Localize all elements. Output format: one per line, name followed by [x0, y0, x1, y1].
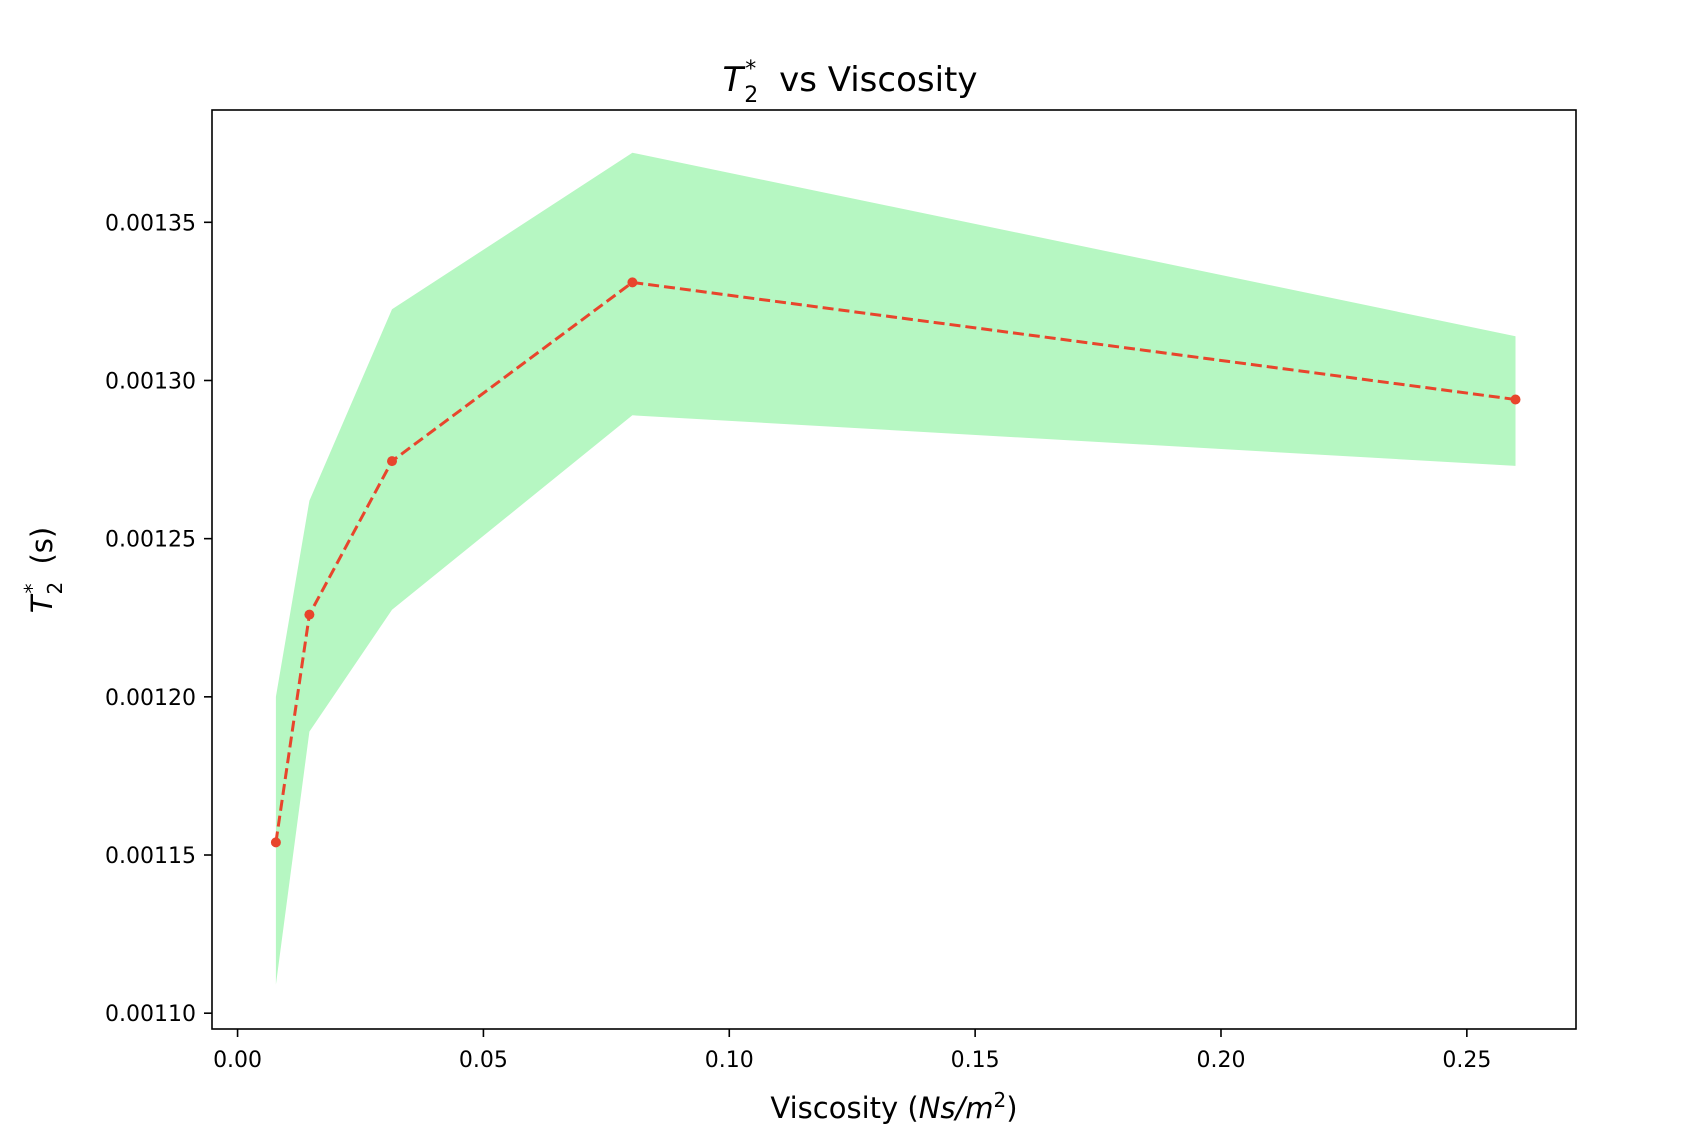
chart-title: T* 2 vs Viscosity	[722, 57, 977, 108]
x-axis-title-exponent: 2	[994, 1088, 1007, 1112]
x-axis: 0.00 0.05 0.10 0.15 0.20 0.25	[213, 1029, 1491, 1073]
y-axis: 0.00110 0.00115 0.00120 0.00125 0.00130 0.001…	[105, 211, 212, 1027]
y-tick-label: 0.00115	[105, 844, 196, 869]
y-tick-label: 0.00135	[105, 211, 196, 236]
x-axis-title-unit: Ns/m	[919, 1091, 994, 1125]
y-tick-label: 0.00125	[105, 528, 196, 553]
title-variable: T	[722, 60, 745, 100]
data-point	[304, 609, 315, 620]
title-subscript: 2	[744, 83, 758, 108]
plot-area	[270, 152, 1521, 985]
y-axis-title-subscript: 2	[43, 582, 67, 595]
title-text: vs Viscosity	[768, 60, 977, 100]
title-superscript: *	[745, 57, 756, 82]
data-point	[1510, 394, 1521, 405]
x-axis-title-text: Viscosity (	[770, 1091, 918, 1125]
x-axis-title: Viscosity (Ns/m2)	[770, 1088, 1017, 1125]
y-axis-title-variable: T	[25, 593, 59, 613]
y-tick-label: 0.00110	[105, 1002, 196, 1027]
y-axis-title-superscript: *	[20, 583, 44, 593]
y-tick-label: 0.00130	[105, 369, 196, 394]
y-axis-title: T*2 (s)	[20, 527, 67, 613]
y-axis-title-text: (s)	[25, 527, 59, 574]
data-point	[270, 837, 281, 848]
x-tick-label: 0.00	[213, 1048, 262, 1073]
x-tick-label: 0.15	[951, 1048, 1000, 1073]
y-tick-label: 0.00120	[105, 686, 196, 711]
x-tick-label: 0.10	[705, 1048, 754, 1073]
data-point	[387, 456, 397, 467]
axes-frame	[211, 109, 1577, 1030]
confidence-band	[275, 152, 1516, 985]
x-tick-label: 0.05	[459, 1048, 508, 1073]
x-tick-label: 0.20	[1196, 1048, 1245, 1073]
x-axis-title-close: )	[1006, 1091, 1017, 1125]
x-tick-label: 0.25	[1442, 1048, 1491, 1073]
data-point	[627, 277, 638, 288]
